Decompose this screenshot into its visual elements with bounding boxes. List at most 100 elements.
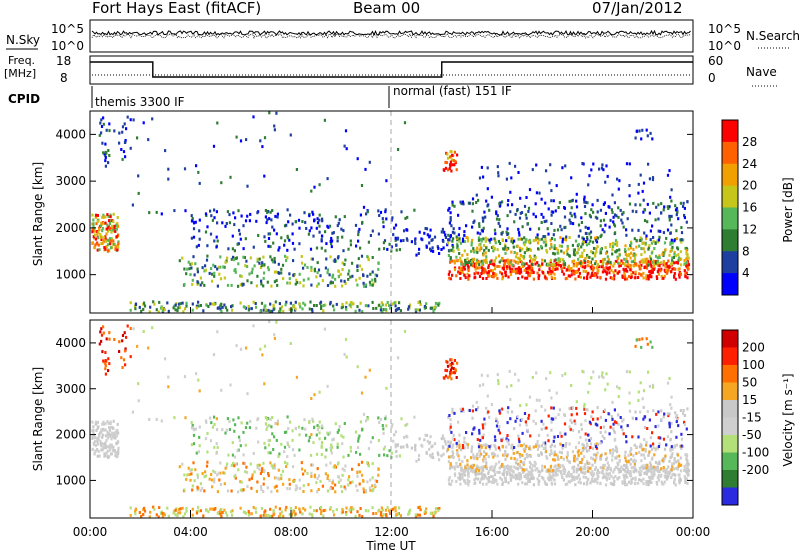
radar-cell: [556, 228, 560, 232]
radar-cell: [482, 175, 485, 179]
radar-cell: [554, 268, 557, 271]
radar-cell: [572, 264, 575, 268]
radar-cell: [625, 370, 629, 374]
radar-cell: [448, 476, 451, 480]
radar-cell: [104, 156, 107, 159]
colorbar-swatch: [722, 452, 738, 471]
radar-cell: [291, 241, 295, 245]
radar-cell: [540, 221, 543, 224]
radar-cell: [103, 236, 106, 240]
radar-cell: [529, 465, 532, 469]
radar-cell: [509, 417, 512, 421]
radar-cell: [584, 231, 587, 235]
radar-cell: [666, 435, 670, 439]
radar-cell: [608, 432, 611, 436]
radar-cell: [581, 471, 584, 475]
radar-cell: [285, 505, 288, 509]
radar-cell: [199, 283, 202, 287]
radar-cell: [312, 212, 315, 216]
radar-cell: [277, 454, 280, 458]
radar-cell: [450, 150, 453, 153]
radar-cell: [671, 473, 674, 477]
radar-cell: [442, 452, 445, 456]
radar-cell: [239, 237, 242, 241]
radar-cell: [539, 264, 542, 268]
radar-cell: [192, 255, 195, 259]
radar-cell: [267, 244, 270, 248]
radar-cell: [220, 514, 223, 518]
radar-cell: [317, 268, 321, 272]
radar-cell: [267, 439, 270, 442]
radar-cell: [417, 300, 420, 304]
radar-cell: [246, 279, 249, 283]
radar-cell: [606, 461, 609, 465]
radar-cell: [601, 434, 604, 438]
radar-cell: [478, 431, 481, 435]
radar-cell: [206, 225, 209, 229]
radar-cell: [371, 484, 374, 488]
radar-cell: [640, 253, 643, 256]
radar-cell: [469, 469, 473, 473]
radar-cell: [433, 235, 437, 239]
radar-cell: [658, 235, 661, 239]
radar-cell: [485, 406, 488, 410]
radar-cell: [655, 412, 658, 416]
radar-cell: [502, 469, 506, 473]
radar-cell: [217, 471, 220, 475]
radar-cell: [566, 247, 569, 251]
radar-cell: [550, 451, 553, 455]
radar-cell: [493, 465, 497, 469]
radar-cell: [473, 276, 476, 280]
radar-cell: [450, 430, 453, 434]
radar-cell: [629, 246, 633, 250]
radar-cell: [571, 450, 574, 454]
radar-cell: [471, 260, 474, 263]
radar-cell: [108, 227, 111, 230]
radar-cell: [525, 453, 528, 456]
radar-cell: [330, 242, 333, 245]
radar-cell: [287, 427, 290, 431]
radar-cell: [660, 409, 663, 413]
radar-cell: [556, 267, 559, 271]
radar-cell: [489, 260, 492, 264]
radar-cell: [478, 472, 481, 476]
radar-cell: [600, 166, 604, 170]
radar-cell: [248, 478, 251, 482]
radar-cell: [581, 240, 585, 244]
radar-cell: [389, 511, 392, 515]
radar-cell: [657, 436, 660, 440]
freq-right-tick-bottom: 0: [708, 71, 716, 85]
radar-cell: [107, 214, 110, 218]
radar-cell: [254, 302, 257, 305]
radar-cell: [380, 510, 383, 514]
radar-cell: [617, 463, 620, 467]
radar-cell: [338, 425, 341, 429]
radar-cell: [447, 415, 450, 419]
radar-cell: [590, 250, 593, 254]
radar-cell: [102, 213, 105, 217]
radar-cell: [562, 251, 565, 255]
radar-cell: [324, 472, 327, 476]
radar-cell: [592, 162, 595, 166]
radar-cell: [326, 224, 329, 228]
radar-cell: [396, 444, 399, 448]
radar-cell: [331, 239, 334, 243]
radar-cell: [553, 238, 556, 242]
radar-cell: [544, 481, 547, 485]
radar-cell: [686, 460, 689, 464]
radar-cell: [673, 261, 676, 265]
radar-cell: [273, 280, 276, 284]
radar-cell: [554, 473, 557, 477]
radar-cell: [311, 308, 314, 311]
radar-cell: [484, 465, 487, 469]
radar-cell: [273, 466, 276, 470]
radar-cell: [430, 455, 433, 459]
radar-cell: [666, 173, 670, 177]
radar-cell: [466, 478, 469, 482]
radar-cell: [648, 177, 651, 181]
radar-cell: [528, 238, 531, 242]
radar-cell: [527, 274, 530, 278]
radar-cell: [633, 256, 636, 260]
radar-cell: [102, 420, 105, 424]
radar-cell: [451, 273, 454, 277]
